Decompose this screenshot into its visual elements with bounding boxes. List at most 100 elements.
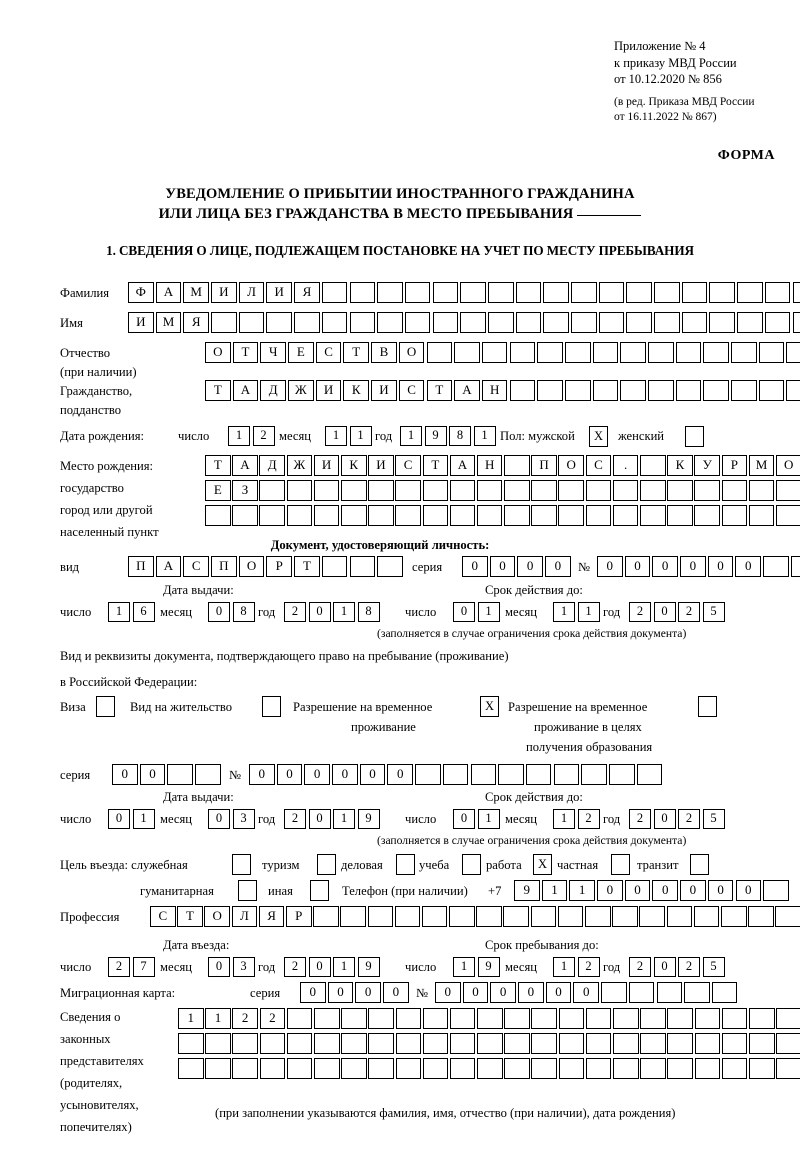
input-cell[interactable]	[531, 1033, 558, 1054]
input-cell[interactable]: Т	[343, 342, 370, 363]
input-cell[interactable]	[487, 282, 514, 303]
input-cell[interactable]	[313, 480, 340, 501]
input-cell[interactable]	[503, 906, 530, 927]
input-cell[interactable]	[460, 312, 486, 333]
input-cell[interactable]: З	[232, 480, 258, 501]
visa-checkbox[interactable]	[96, 696, 115, 717]
input-cell[interactable]	[681, 312, 708, 333]
input-cell[interactable]	[709, 312, 736, 333]
sex-female-checkbox[interactable]	[685, 426, 704, 447]
input-cell[interactable]	[415, 764, 441, 785]
input-cell[interactable]	[613, 1033, 639, 1054]
input-cell[interactable]	[509, 380, 536, 401]
input-cell[interactable]	[737, 282, 763, 303]
input-cell[interactable]: 0	[327, 982, 354, 1003]
input-cell[interactable]	[449, 906, 475, 927]
input-cell[interactable]	[709, 282, 736, 303]
input-cell[interactable]	[377, 556, 403, 577]
input-cell[interactable]	[377, 312, 403, 333]
input-cell[interactable]: 0	[139, 764, 166, 785]
input-cell[interactable]: 2	[678, 602, 700, 622]
input-cell[interactable]	[259, 505, 285, 526]
input-cell[interactable]	[608, 764, 635, 785]
input-cell[interactable]: 5	[702, 602, 725, 622]
input-cell[interactable]	[476, 906, 502, 927]
input-cell[interactable]	[477, 1058, 503, 1079]
input-cell[interactable]	[349, 282, 376, 303]
input-cell[interactable]: 1	[453, 957, 475, 977]
purpose-humanitarian-checkbox[interactable]	[238, 880, 257, 901]
input-cell[interactable]	[786, 342, 800, 363]
input-cell[interactable]	[790, 556, 800, 577]
input-cell[interactable]	[530, 906, 557, 927]
input-cell[interactable]: А	[155, 556, 182, 577]
input-cell[interactable]	[758, 380, 785, 401]
input-cell[interactable]: 0	[680, 880, 706, 901]
input-cell[interactable]: 1	[228, 426, 250, 446]
input-cell[interactable]	[571, 282, 597, 303]
input-cell[interactable]: И	[313, 455, 340, 476]
input-cell[interactable]	[515, 282, 542, 303]
input-cell[interactable]: 1	[400, 426, 422, 446]
input-cell[interactable]	[758, 342, 785, 363]
input-cell[interactable]: 0	[518, 982, 544, 1003]
input-cell[interactable]	[656, 982, 683, 1003]
input-cell[interactable]: 8	[232, 602, 255, 622]
input-cell[interactable]	[504, 505, 530, 526]
input-cell[interactable]: 2	[284, 809, 306, 829]
input-cell[interactable]	[731, 380, 757, 401]
input-cell[interactable]	[703, 342, 729, 363]
input-cell[interactable]: 0	[597, 556, 623, 577]
input-cell[interactable]: Р	[285, 906, 312, 927]
input-cell[interactable]: О	[558, 455, 585, 476]
input-cell[interactable]	[321, 312, 348, 333]
input-cell[interactable]	[543, 312, 569, 333]
input-cell[interactable]: Я	[183, 312, 209, 333]
input-cell[interactable]: 0	[208, 602, 230, 622]
input-cell[interactable]	[460, 282, 486, 303]
input-cell[interactable]	[340, 505, 367, 526]
input-cell[interactable]	[694, 1008, 721, 1029]
input-cell[interactable]: 0	[652, 880, 679, 901]
input-cell[interactable]	[449, 505, 476, 526]
input-cell[interactable]	[601, 982, 627, 1003]
input-cell[interactable]: 0	[387, 764, 414, 785]
input-cell[interactable]	[422, 505, 449, 526]
input-cell[interactable]	[232, 1058, 258, 1079]
input-cell[interactable]	[340, 480, 367, 501]
input-cell[interactable]	[792, 282, 800, 303]
input-cell[interactable]: 0	[573, 982, 600, 1003]
input-cell[interactable]: И	[211, 282, 237, 303]
input-cell[interactable]	[654, 282, 680, 303]
input-cell[interactable]	[442, 764, 469, 785]
input-cell[interactable]	[531, 1008, 558, 1029]
input-cell[interactable]	[266, 312, 293, 333]
input-cell[interactable]: 1	[333, 602, 355, 622]
input-cell[interactable]	[449, 1058, 476, 1079]
input-cell[interactable]	[721, 1058, 748, 1079]
input-cell[interactable]	[693, 906, 720, 927]
input-cell[interactable]	[564, 342, 591, 363]
input-cell[interactable]: 0	[249, 764, 275, 785]
input-cell[interactable]	[368, 1058, 394, 1079]
purpose-private-checkbox[interactable]	[611, 854, 630, 875]
input-cell[interactable]	[571, 312, 597, 333]
input-cell[interactable]: 2	[678, 809, 700, 829]
input-cell[interactable]: П	[211, 556, 237, 577]
input-cell[interactable]	[558, 505, 585, 526]
input-cell[interactable]: Т	[177, 906, 203, 927]
input-cell[interactable]	[612, 505, 639, 526]
input-cell[interactable]	[504, 455, 530, 476]
input-cell[interactable]	[449, 1033, 476, 1054]
